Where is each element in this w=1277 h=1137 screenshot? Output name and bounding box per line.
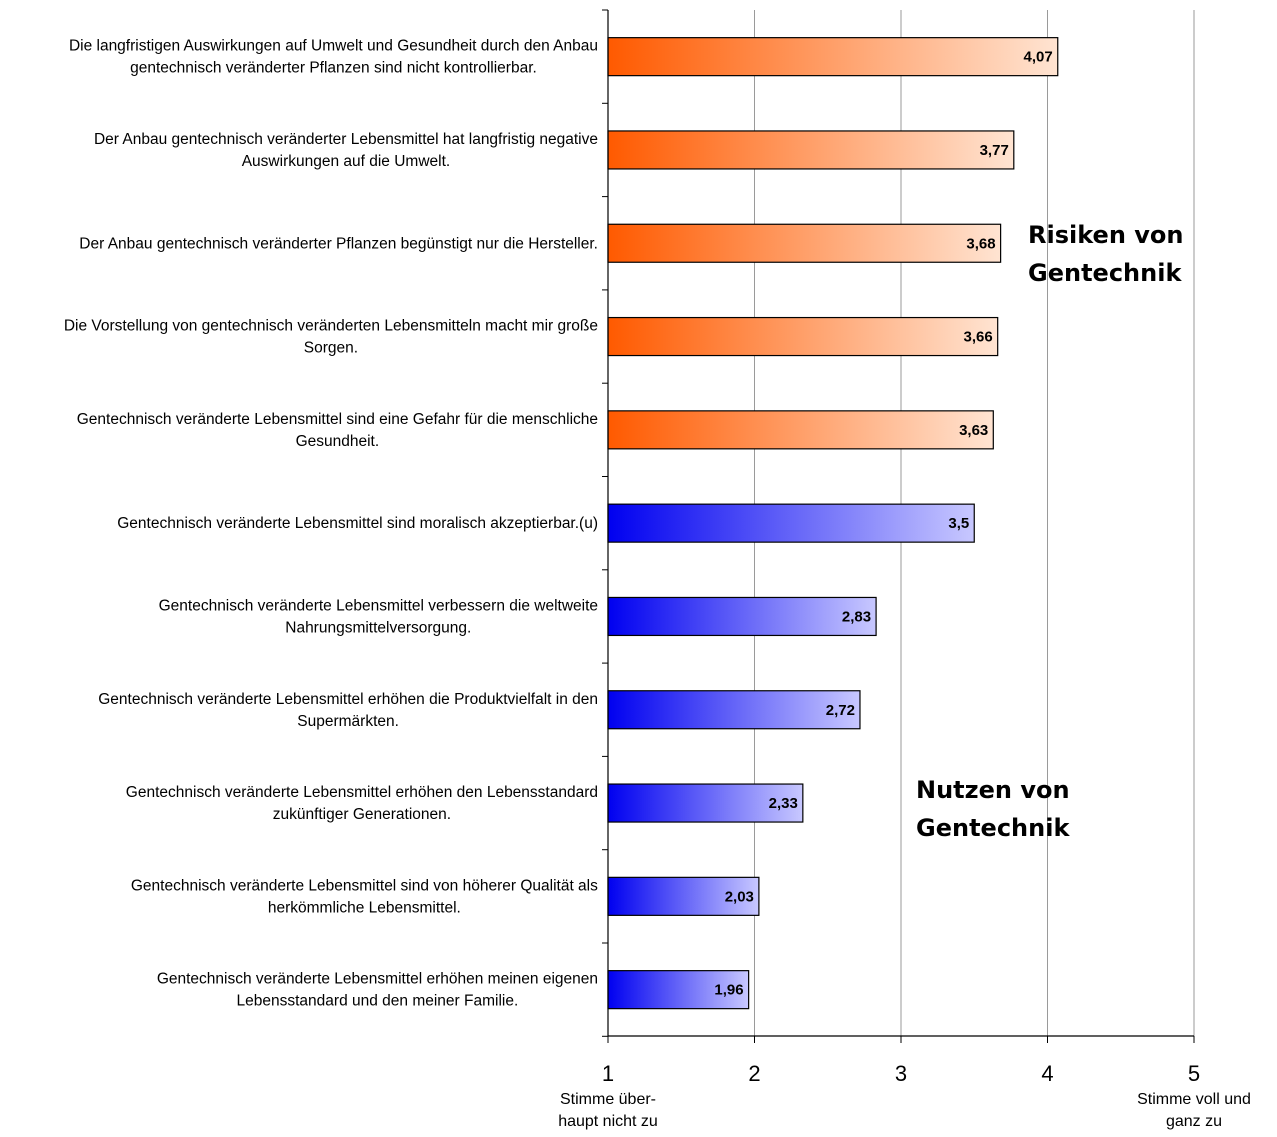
x-max-annotation: Stimme voll und ganz zu [1137,1091,1251,1130]
category-label: Gentechnisch veränderte Lebensmittel sin… [117,515,598,532]
value-label: 2,83 [842,608,871,625]
x-min-annotation: Stimme über-haupt nicht zu [558,1091,658,1130]
bar [607,783,804,823]
value-label: 2,33 [769,795,798,812]
bars [607,37,1059,1010]
value-label: 1,96 [714,982,743,999]
bar [607,130,1015,170]
value-label: 2,72 [826,702,855,719]
value-label: 3,66 [963,329,992,346]
category-label: Gentechnisch veränderte Lebensmittel erh… [126,784,598,823]
bar [607,596,877,637]
x-tick-label: 3 [895,1061,907,1086]
category-label: Der Anbau gentechnisch veränderter Leben… [94,131,598,170]
x-tick-label: 4 [1041,1061,1053,1086]
category-label: Gentechnisch veränderte Lebensmittel erh… [157,971,598,1010]
labels: 4,07 Die langfristigen Auswirkungen auf U… [64,38,1251,1130]
x-tick-label: 1 [602,1061,614,1086]
category-label: Der Anbau gentechnisch veränderter Pflan… [79,235,598,252]
bar [607,503,975,543]
x-tick-label: 5 [1188,1061,1200,1086]
bar [607,410,994,450]
value-label: 4,07 [1024,49,1053,66]
category-label: Gentechnisch veränderte Lebensmittel ver… [159,597,598,636]
category-label: Gentechnisch veränderte Lebensmittel sin… [131,877,598,916]
bar [607,37,1059,77]
category-label: Gentechnisch veränderte Lebensmittel sin… [77,411,598,450]
group-label: Risiken von Gentechnik [1028,221,1183,287]
category-label: Die Vorstellung von gentechnisch verände… [64,318,598,357]
bar [607,316,999,357]
value-label: 3,5 [948,515,969,532]
category-label: Die langfristigen Auswirkungen auf Umwel… [69,38,598,77]
bar [607,223,1002,263]
value-label: 2,03 [725,888,754,905]
group-label: Nutzen von Gentechnik [916,776,1070,842]
bar [607,970,750,1010]
axes [602,9,1195,1043]
bar [607,876,760,916]
value-label: 3,63 [959,422,988,439]
category-label: Gentechnisch veränderte Lebensmittel erh… [98,691,598,730]
value-label: 3,77 [980,142,1009,159]
value-label: 3,68 [966,235,995,252]
x-tick-label: 2 [748,1061,760,1086]
bar [607,690,861,730]
